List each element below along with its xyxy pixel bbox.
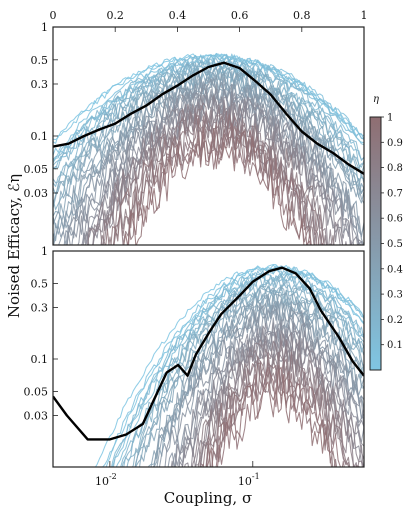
series-line-eta [87, 102, 327, 245]
colorbar-tick-label: 0.7 [387, 188, 403, 199]
colorbar-tick-label: 0.6 [387, 214, 403, 225]
series-line-eta [148, 294, 364, 467]
series-line-eta [127, 123, 324, 245]
series-line-eta [102, 110, 326, 245]
series-line-eta [135, 285, 364, 467]
colorbar-tick-label: 0.4 [387, 264, 403, 275]
series-line-eta [53, 61, 364, 184]
y-tick-label: 0.5 [31, 54, 49, 67]
series-line-eta [53, 57, 364, 188]
x-tick-label: 10-2 [95, 472, 117, 488]
series-line-eta [53, 69, 364, 217]
series-line-eta [100, 119, 335, 245]
y-tick-label: 1 [41, 21, 48, 34]
y-tick-label: 0.5 [31, 278, 49, 291]
y-tick-label: 0.03 [24, 187, 49, 200]
series-line-eta [111, 265, 364, 467]
series-line-eta [87, 103, 333, 245]
colorbar-title: η [373, 94, 379, 105]
x-tick-label: 10-1 [238, 472, 260, 488]
series-line-eta [173, 318, 364, 467]
x-tick-label: 0.2 [106, 9, 124, 22]
y-tick-label: 0.03 [24, 409, 49, 422]
series-line-eta [123, 273, 364, 467]
series-line-eta [101, 264, 364, 467]
y-tick-label: 0.05 [24, 163, 49, 176]
colorbar-tick-label: 0.5 [387, 239, 403, 250]
x-tick-label: 0.8 [293, 9, 311, 22]
series-line-eta [205, 360, 345, 467]
series-line-eta [215, 366, 341, 467]
series-line-eta [126, 276, 364, 467]
y-tick-label: 0.1 [31, 130, 49, 143]
series-line-eta [153, 295, 364, 467]
top-ticks: 0 0.2 0.4 0.6 0.8 1 1 0.5 0.3 0.1 0.05 0.03 [24, 9, 368, 200]
y-tick-label: 0.3 [31, 301, 49, 314]
x-tick-label: 0 [50, 9, 57, 22]
series-line-eta [199, 340, 363, 467]
y-tick-label: 0.05 [24, 386, 49, 399]
x-axis-label: Coupling, σ [164, 489, 252, 507]
x-tick-label: 0.6 [231, 9, 249, 22]
top-panel: 0 0.2 0.4 0.6 0.8 1 1 0.5 0.3 0.1 0.05 0.03 [24, 9, 368, 246]
y-tick-label: 0.1 [31, 353, 49, 366]
y-tick-label: 0.3 [31, 78, 49, 91]
series-line-eta [120, 272, 364, 467]
series-line-eta [105, 266, 364, 467]
top-curve-family [53, 52, 364, 245]
bottom-panel: 10-2 10-1 1 0.5 0.3 0.1 0.05 0.03 [24, 245, 365, 488]
y-axis-label: Noised Efficacy, ℰη [5, 174, 23, 318]
series-line-eta [123, 126, 311, 245]
series-line-eta [113, 110, 325, 245]
series-line-eta [53, 72, 364, 242]
series-line-eta [184, 331, 364, 467]
colorbar-tick-label: 0.1 [387, 340, 403, 351]
y-tick-label: 1 [41, 245, 48, 258]
colorbar-tick-label: 0.3 [387, 290, 403, 301]
highlighted-series-line [53, 61, 364, 175]
highlighted-series-line [53, 266, 364, 441]
colorbar: η 0.1 0.2 0.3 0.4 0.5 0.6 0.7 0.8 0.9 1 [369, 94, 403, 371]
series-line-eta [105, 117, 316, 245]
colorbar-tick-label: 0.9 [387, 138, 403, 149]
bottom-ticks: 10-2 10-1 1 0.5 0.3 0.1 0.05 0.03 [24, 245, 260, 488]
colorbar-ticks: 0.1 0.2 0.3 0.4 0.5 0.6 0.7 0.8 0.9 1 [381, 113, 403, 351]
series-line-eta [201, 362, 337, 467]
colorbar-tick-label: 1 [387, 113, 393, 124]
series-line-eta [112, 270, 364, 467]
series-line-eta [53, 59, 364, 180]
series-line-eta [181, 327, 364, 467]
colorbar-tick-label: 0.8 [387, 163, 403, 174]
series-line-eta [206, 374, 333, 467]
x-tick-label: 0.4 [169, 9, 187, 22]
colorbar-gradient [369, 116, 382, 371]
bottom-curve-family [53, 263, 364, 467]
series-line-eta [53, 53, 364, 162]
series-line-eta [178, 322, 364, 467]
colorbar-tick-label: 0.2 [387, 315, 403, 326]
x-tick-label: 1 [361, 9, 368, 22]
series-line-eta [170, 322, 364, 467]
series-line-eta [152, 301, 364, 467]
